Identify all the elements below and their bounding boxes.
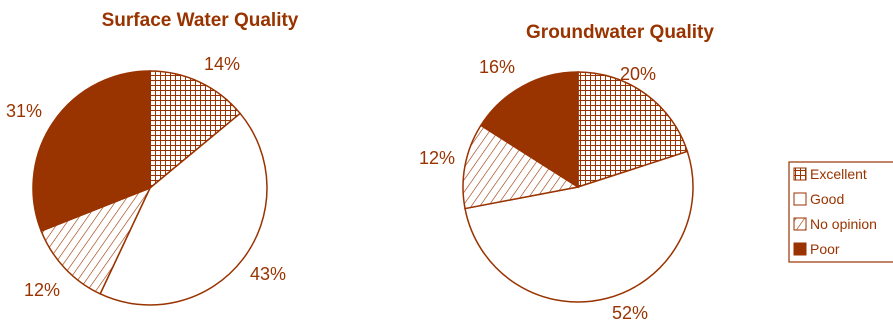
pie-slice-surface-water-excellent <box>149 70 242 190</box>
pie-slice-surface-water-good <box>99 112 268 306</box>
data-label-surface-water-excellent: 14% <box>204 54 240 74</box>
data-label-groundwater-poor: 16% <box>479 57 515 77</box>
pie-slice-surface-water-no-opinion <box>40 186 152 295</box>
legend-swatch-good <box>793 192 807 206</box>
legend-swatch-excellent <box>793 167 807 181</box>
pie-chart-surface-water: Surface Water Quality 14% 43% 12% 31% <box>6 10 299 306</box>
chart-title-surface-water: Surface Water Quality <box>102 10 299 31</box>
legend-label-no-opinion: No opinion <box>810 216 877 232</box>
chart-title-groundwater: Groundwater Quality <box>526 22 714 43</box>
pie-chart-groundwater: Groundwater Quality 20% 52% 12% 16% <box>419 22 714 323</box>
data-label-groundwater-good: 52% <box>612 303 648 323</box>
pie-slice-groundwater-good <box>464 150 694 303</box>
pie-slice-groundwater-excellent <box>577 71 689 189</box>
pie-slice-surface-water-poor <box>32 70 151 233</box>
legend-label-excellent: Excellent <box>810 166 867 182</box>
pie-slice-groundwater-no-opinion <box>462 124 581 210</box>
data-label-surface-water-good: 43% <box>250 264 286 284</box>
data-label-surface-water-poor: 31% <box>6 101 42 121</box>
data-label-groundwater-no-opinion: 12% <box>419 148 455 168</box>
legend-swatch-poor <box>793 242 807 256</box>
data-label-groundwater-excellent: 20% <box>620 64 656 84</box>
legend: Excellent Good No opinion Poor <box>788 161 893 263</box>
pie-slice-groundwater-poor <box>479 71 579 189</box>
legend-label-good: Good <box>810 191 844 207</box>
legend-label-poor: Poor <box>810 241 840 257</box>
legend-swatch-no-opinion <box>793 217 807 231</box>
data-label-surface-water-no-opinion: 12% <box>24 280 60 300</box>
